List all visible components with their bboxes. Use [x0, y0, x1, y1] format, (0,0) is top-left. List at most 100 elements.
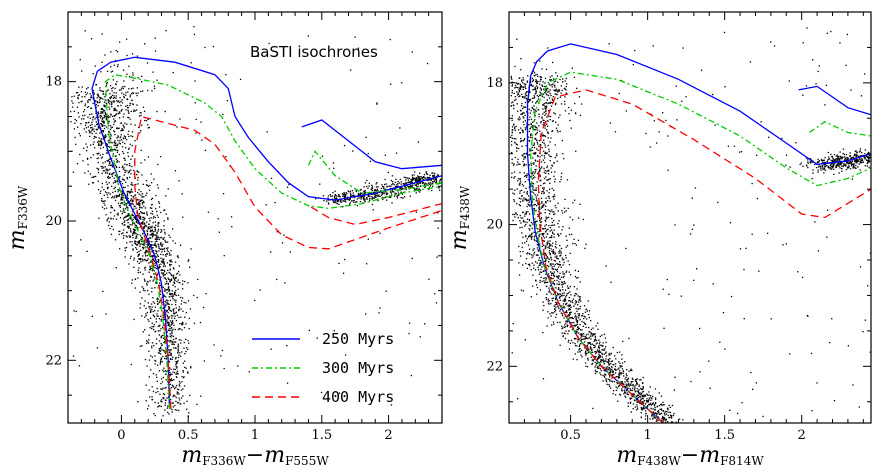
- star-point: [173, 324, 175, 326]
- star-point: [160, 257, 162, 259]
- star-point: [174, 293, 176, 295]
- star-point: [854, 159, 856, 161]
- star-point: [89, 132, 91, 134]
- star-point: [167, 218, 169, 220]
- star-point: [546, 166, 548, 169]
- star-point: [108, 221, 110, 223]
- star-point: [537, 203, 539, 205]
- star-point: [511, 131, 513, 133]
- star-point: [99, 132, 101, 134]
- star-point: [139, 259, 142, 261]
- star-point: [142, 183, 144, 185]
- star-point: [148, 189, 151, 191]
- star-point: [157, 352, 160, 354]
- star-point: [169, 292, 171, 295]
- star-point: [168, 308, 170, 310]
- star-point: [124, 186, 126, 189]
- star-point: [114, 97, 116, 99]
- star-point: [173, 368, 175, 370]
- star-point: [146, 365, 148, 367]
- star-point: [838, 165, 840, 168]
- star-point: [343, 200, 345, 202]
- star-point: [577, 304, 579, 306]
- star-point: [532, 185, 534, 187]
- star-point: [137, 202, 139, 204]
- star-point: [369, 197, 371, 199]
- star-point: [605, 355, 608, 357]
- star-point: [367, 364, 369, 366]
- star-point: [104, 161, 106, 163]
- star-point: [560, 276, 563, 278]
- star-point: [424, 323, 426, 325]
- star-point: [513, 193, 516, 195]
- star-point: [415, 180, 418, 182]
- star-point: [109, 116, 111, 118]
- star-point: [90, 96, 92, 99]
- star-point: [164, 274, 166, 276]
- star-point: [658, 417, 660, 419]
- star-point: [524, 114, 526, 117]
- star-point: [169, 367, 171, 369]
- star-point: [424, 186, 426, 188]
- star-point: [521, 105, 523, 107]
- star-point: [678, 418, 681, 420]
- star-point: [838, 158, 840, 160]
- star-point: [561, 283, 563, 285]
- star-point: [418, 191, 421, 193]
- star-point: [624, 385, 626, 388]
- star-point: [526, 253, 528, 255]
- star-point: [138, 202, 140, 204]
- star-point: [397, 194, 399, 197]
- star-point: [167, 247, 169, 249]
- star-point: [184, 360, 186, 362]
- star-point: [100, 144, 102, 146]
- star-point: [584, 311, 587, 313]
- star-point: [857, 160, 859, 162]
- star-point: [148, 223, 150, 225]
- star-point: [646, 401, 648, 403]
- star-point: [559, 249, 561, 251]
- star-point: [527, 179, 529, 181]
- star-point: [543, 167, 545, 170]
- star-point: [115, 92, 117, 94]
- star-point: [170, 250, 172, 252]
- star-point: [862, 161, 864, 163]
- star-point: [86, 146, 88, 148]
- star-point: [125, 199, 128, 201]
- star-point: [555, 243, 557, 245]
- star-point: [148, 262, 150, 264]
- star-point: [101, 125, 104, 127]
- star-point: [196, 403, 198, 405]
- star-point: [530, 237, 532, 239]
- star-point: [533, 208, 535, 210]
- star-point: [167, 269, 169, 271]
- star-point: [828, 158, 830, 160]
- star-point: [107, 99, 110, 102]
- star-point: [162, 260, 164, 263]
- star-point: [513, 171, 516, 173]
- star-point: [117, 139, 119, 142]
- star-point: [153, 178, 155, 180]
- star-point: [556, 262, 558, 265]
- star-point: [511, 134, 513, 137]
- star-point: [149, 280, 151, 282]
- star-point: [134, 194, 137, 196]
- star-point: [532, 274, 534, 276]
- star-point: [128, 263, 130, 265]
- star-point: [535, 152, 537, 154]
- star-point: [163, 393, 166, 396]
- star-point: [839, 157, 841, 159]
- star-point: [158, 301, 161, 303]
- star-point: [171, 320, 174, 322]
- star-point: [334, 200, 336, 202]
- star-point: [563, 261, 565, 264]
- star-point: [108, 182, 110, 184]
- star-point: [134, 224, 136, 226]
- star-point: [111, 106, 113, 108]
- star-point: [824, 165, 826, 168]
- star-point: [161, 381, 164, 383]
- star-point: [107, 159, 109, 161]
- star-point: [519, 214, 521, 217]
- star-point: [166, 289, 169, 291]
- star-point: [116, 213, 118, 215]
